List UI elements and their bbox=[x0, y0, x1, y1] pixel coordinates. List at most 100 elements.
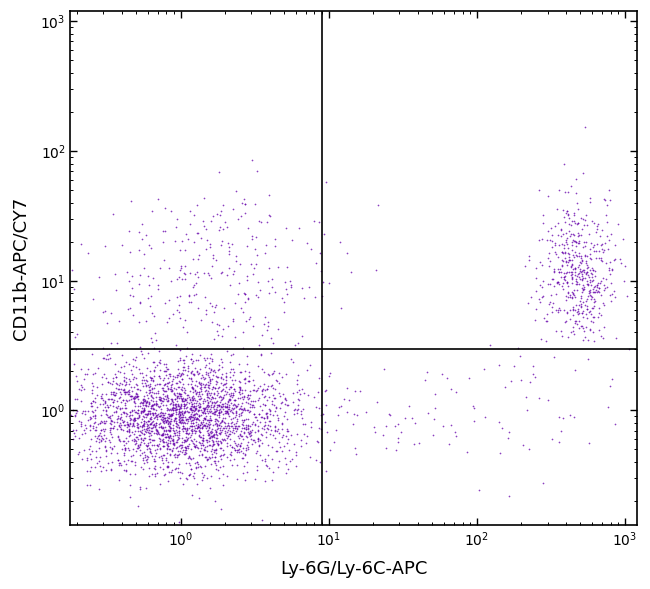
Point bbox=[135, 451, 145, 460]
Point bbox=[206, 365, 216, 375]
Point bbox=[129, 355, 140, 365]
Point bbox=[139, 378, 150, 388]
Point bbox=[101, 416, 111, 425]
Point bbox=[257, 330, 268, 340]
Point bbox=[166, 380, 176, 389]
Point bbox=[142, 272, 153, 281]
Point bbox=[258, 399, 268, 408]
Point bbox=[131, 407, 141, 416]
Point bbox=[313, 217, 324, 227]
Point bbox=[194, 401, 205, 411]
Point bbox=[604, 263, 615, 273]
Point bbox=[527, 369, 538, 379]
Point bbox=[149, 366, 159, 375]
Point bbox=[79, 374, 90, 383]
Point bbox=[203, 378, 213, 387]
Point bbox=[113, 458, 124, 468]
Point bbox=[584, 266, 595, 275]
Point bbox=[175, 313, 185, 322]
Point bbox=[315, 249, 326, 258]
Point bbox=[239, 461, 249, 471]
Point bbox=[188, 401, 199, 411]
Point bbox=[204, 430, 214, 439]
Point bbox=[145, 387, 155, 396]
Point bbox=[166, 423, 176, 433]
Point bbox=[248, 397, 258, 406]
Point bbox=[217, 236, 228, 246]
Point bbox=[88, 423, 98, 433]
Point bbox=[207, 253, 218, 263]
Point bbox=[263, 382, 273, 391]
Point bbox=[70, 410, 80, 419]
Point bbox=[166, 467, 176, 477]
Point bbox=[384, 409, 395, 419]
Point bbox=[571, 317, 582, 326]
Point bbox=[249, 380, 259, 390]
Point bbox=[161, 403, 172, 412]
Point bbox=[183, 361, 193, 370]
Point bbox=[569, 230, 579, 240]
Point bbox=[121, 438, 131, 448]
Point bbox=[222, 399, 233, 409]
Point bbox=[567, 273, 577, 283]
Point bbox=[212, 326, 222, 335]
Point bbox=[216, 206, 226, 216]
Point bbox=[575, 257, 585, 266]
Point bbox=[151, 360, 162, 369]
Point bbox=[244, 407, 255, 416]
Point bbox=[551, 249, 561, 258]
Point bbox=[564, 250, 574, 259]
Point bbox=[88, 412, 98, 421]
Point bbox=[225, 372, 235, 382]
Point bbox=[220, 427, 230, 436]
Point bbox=[122, 418, 132, 427]
Point bbox=[562, 307, 573, 316]
Point bbox=[296, 332, 307, 341]
Point bbox=[161, 400, 172, 409]
Point bbox=[257, 413, 267, 422]
Point bbox=[86, 463, 97, 472]
Point bbox=[198, 472, 208, 482]
Point bbox=[200, 453, 211, 462]
Point bbox=[259, 379, 269, 389]
Point bbox=[125, 410, 135, 419]
Point bbox=[546, 223, 556, 233]
Point bbox=[182, 403, 192, 412]
Point bbox=[132, 420, 142, 429]
Point bbox=[300, 419, 310, 428]
Point bbox=[189, 290, 200, 300]
Point bbox=[158, 436, 168, 446]
Point bbox=[196, 432, 207, 441]
Point bbox=[241, 422, 252, 432]
Point bbox=[200, 385, 211, 395]
Point bbox=[352, 411, 363, 420]
Point bbox=[244, 313, 255, 322]
Point bbox=[120, 444, 130, 453]
Point bbox=[550, 240, 560, 250]
Point bbox=[101, 445, 111, 455]
Point bbox=[176, 468, 187, 478]
Point bbox=[151, 405, 161, 414]
Point bbox=[146, 448, 156, 457]
Point bbox=[187, 376, 198, 385]
Point bbox=[497, 423, 507, 433]
Point bbox=[159, 366, 169, 375]
Point bbox=[255, 412, 266, 422]
Point bbox=[164, 399, 175, 409]
Point bbox=[139, 249, 150, 259]
Point bbox=[133, 391, 144, 401]
Point bbox=[162, 432, 173, 442]
Point bbox=[143, 406, 153, 416]
Point bbox=[200, 421, 210, 430]
Point bbox=[186, 419, 196, 428]
Point bbox=[224, 421, 234, 431]
Point bbox=[140, 400, 150, 409]
Point bbox=[88, 421, 98, 431]
Point bbox=[253, 433, 263, 442]
Point bbox=[211, 429, 222, 439]
Point bbox=[565, 410, 575, 419]
Point bbox=[140, 409, 150, 418]
Point bbox=[227, 461, 237, 470]
Point bbox=[150, 413, 160, 422]
Point bbox=[324, 368, 335, 378]
